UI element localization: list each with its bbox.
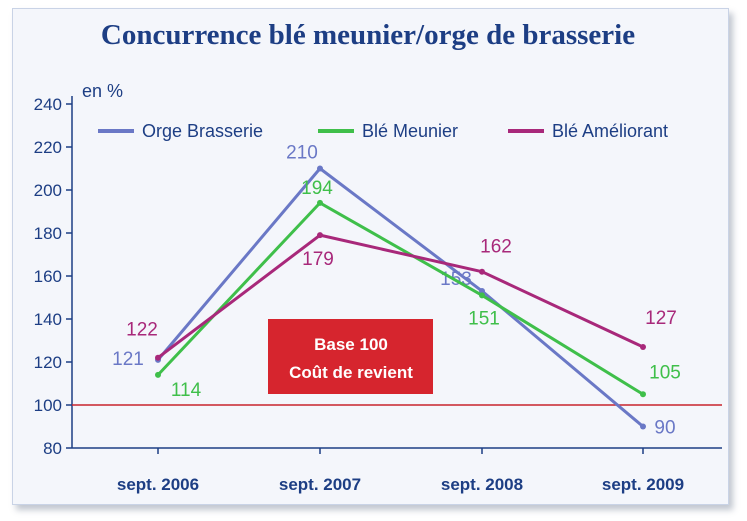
y-tick-label: 120 xyxy=(34,353,62,372)
legend: Orge Brasserie Blé Meunier Blé Améliorant xyxy=(98,121,668,141)
y-tick-label: 220 xyxy=(34,138,62,157)
series-line-1 xyxy=(156,167,644,428)
y-tick-label: 240 xyxy=(34,95,62,114)
y-unit-label: en % xyxy=(82,81,123,101)
y-tick-label: 80 xyxy=(43,439,62,458)
y-tick-label: 180 xyxy=(34,224,62,243)
data-label: 162 xyxy=(480,237,512,258)
annotation-line-2: Coût de revient xyxy=(289,363,413,382)
data-label: 194 xyxy=(301,178,333,199)
x-tick-label: sept. 2006 xyxy=(117,475,199,494)
legend-label: Blé Meunier xyxy=(362,121,458,141)
data-point xyxy=(479,288,485,295)
data-label: 114 xyxy=(171,380,202,401)
annotation-background xyxy=(268,319,433,394)
x-tick-label: sept. 2008 xyxy=(441,475,523,494)
x-tick-label: sept. 2009 xyxy=(602,475,684,494)
data-label: 121 xyxy=(112,349,144,370)
data-point xyxy=(317,165,323,172)
series-line-3 xyxy=(157,233,644,359)
data-point xyxy=(479,268,485,275)
data-point xyxy=(155,354,161,361)
data-point xyxy=(479,292,485,299)
data-label: 90 xyxy=(654,418,675,439)
data-label: 127 xyxy=(645,308,677,329)
data-label: 210 xyxy=(286,143,318,164)
data-point xyxy=(317,199,323,206)
y-tick-label: 200 xyxy=(34,181,62,200)
x-tick-label: sept. 2007 xyxy=(279,475,361,494)
legend-label: Orge Brasserie xyxy=(142,121,263,141)
y-tick-label: 160 xyxy=(34,267,62,286)
data-label: 122 xyxy=(126,320,158,341)
y-tick-label: 140 xyxy=(34,310,62,329)
legend-label: Blé Améliorant xyxy=(552,121,668,141)
chart-title: Concurrence blé meunier/orge de brasseri… xyxy=(101,19,635,51)
data-point xyxy=(640,343,646,350)
data-point xyxy=(317,232,323,239)
data-label: 105 xyxy=(649,362,681,383)
series-line-2 xyxy=(156,201,644,396)
axes: 80 100 120 140 160 180 200 220 240 sept. 2006 sept… xyxy=(34,95,722,494)
annotation-line-1: Base 100 xyxy=(314,335,388,354)
data-point xyxy=(640,391,646,398)
data-point xyxy=(640,423,646,430)
annotation-box: Base 100 Coût de revient xyxy=(268,319,433,394)
chart-frame xyxy=(12,8,729,505)
data-label: 151 xyxy=(468,308,500,329)
data-label: 179 xyxy=(302,249,334,270)
data-point xyxy=(155,371,161,378)
y-tick-label: 100 xyxy=(34,396,62,415)
